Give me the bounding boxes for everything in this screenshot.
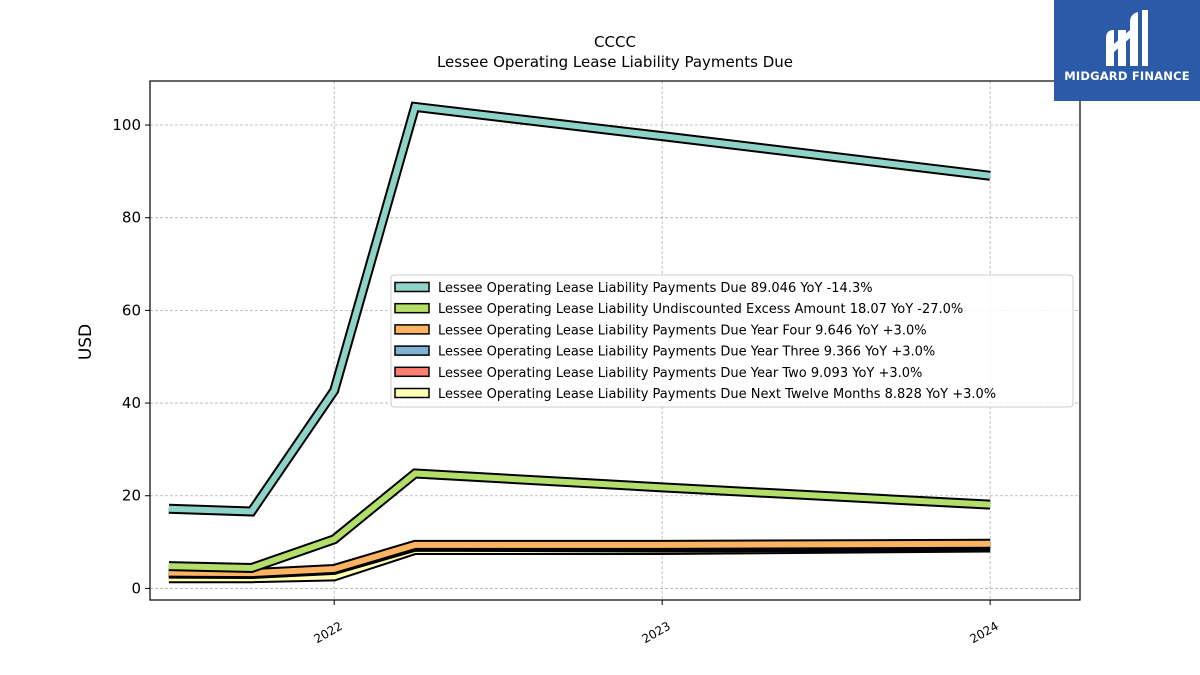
plot-frame (149, 80, 1081, 601)
y-axis-label: USD (76, 324, 96, 360)
legend-swatch (394, 324, 430, 335)
y-tick-label: 60 (122, 301, 141, 319)
logo-text: MIDGARD FINANCE (1064, 69, 1190, 83)
chart-title: CCCC (594, 33, 636, 51)
legend: Lessee Operating Lease Liability Payment… (390, 274, 1074, 408)
legend-label: Lessee Operating Lease Liability Undisco… (438, 302, 963, 317)
legend-swatch (394, 387, 430, 399)
y-tick-label: 20 (122, 487, 141, 505)
x-tick-label: 2024 (967, 619, 1000, 646)
legend-swatch (394, 345, 430, 356)
series-line (168, 540, 991, 577)
legend-label: Lessee Operating Lease Liability Payment… (438, 366, 922, 381)
legend-label: Lessee Operating Lease Liability Payment… (438, 281, 873, 296)
series-line (168, 103, 991, 515)
legend-box (390, 274, 1074, 408)
series-line (168, 470, 991, 572)
legend-swatch (394, 281, 430, 293)
y-tick-label: 40 (122, 394, 141, 412)
brand-logo: MIDGARD FINANCE (1054, 0, 1200, 101)
chart-subtitle: Lessee Operating Lease Liability Payment… (437, 53, 793, 71)
series-lines (168, 101, 991, 584)
x-tick-label: 2022 (311, 619, 344, 646)
y-tick-label: 0 (131, 579, 141, 597)
legend-swatch (394, 302, 430, 314)
y-tick-label: 80 (122, 209, 141, 227)
logo-mark-icon (1106, 10, 1148, 66)
legend-swatch (394, 366, 430, 378)
legend-label: Lessee Operating Lease Liability Payment… (438, 387, 996, 402)
y-tick-label: 100 (112, 116, 141, 134)
legend-label: Lessee Operating Lease Liability Payment… (438, 323, 927, 338)
x-tick-label: 2023 (639, 619, 672, 646)
legend-label: Lessee Operating Lease Liability Payment… (438, 345, 935, 360)
